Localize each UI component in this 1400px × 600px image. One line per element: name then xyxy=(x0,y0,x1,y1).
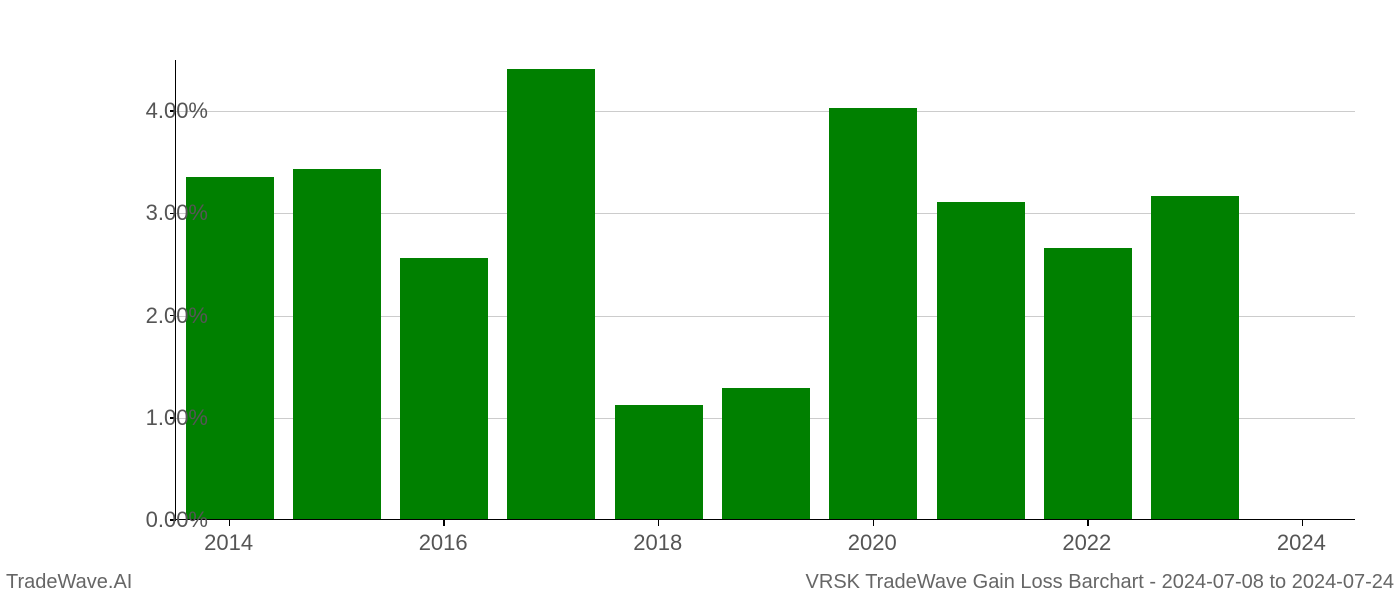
bar xyxy=(1151,196,1239,519)
y-axis-label: 1.00% xyxy=(146,405,208,431)
bar xyxy=(400,258,488,519)
bar xyxy=(1044,248,1132,519)
bar xyxy=(507,69,595,519)
watermark-left: TradeWave.AI xyxy=(6,571,132,594)
y-axis-label: 4.00% xyxy=(146,98,208,124)
x-tick-mark xyxy=(1087,520,1089,526)
bar xyxy=(937,202,1025,519)
bar-chart xyxy=(175,60,1355,520)
x-tick-mark xyxy=(443,520,445,526)
x-axis-label: 2024 xyxy=(1277,530,1326,556)
y-axis-label: 2.00% xyxy=(146,303,208,329)
bar xyxy=(722,388,810,519)
x-tick-mark xyxy=(229,520,231,526)
bar xyxy=(186,177,274,519)
y-axis-label: 3.00% xyxy=(146,200,208,226)
bar xyxy=(293,169,381,519)
bar xyxy=(615,405,703,519)
gridline xyxy=(176,111,1355,112)
bar xyxy=(829,108,917,519)
x-tick-mark xyxy=(873,520,875,526)
x-tick-mark xyxy=(1302,520,1304,526)
y-axis-label: 0.00% xyxy=(146,507,208,533)
x-axis-label: 2020 xyxy=(848,530,897,556)
x-axis-label: 2022 xyxy=(1062,530,1111,556)
caption-right: VRSK TradeWave Gain Loss Barchart - 2024… xyxy=(806,571,1394,594)
x-axis-label: 2016 xyxy=(419,530,468,556)
x-tick-mark xyxy=(658,520,660,526)
x-axis-label: 2014 xyxy=(204,530,253,556)
x-axis-label: 2018 xyxy=(633,530,682,556)
plot-area xyxy=(175,60,1355,520)
